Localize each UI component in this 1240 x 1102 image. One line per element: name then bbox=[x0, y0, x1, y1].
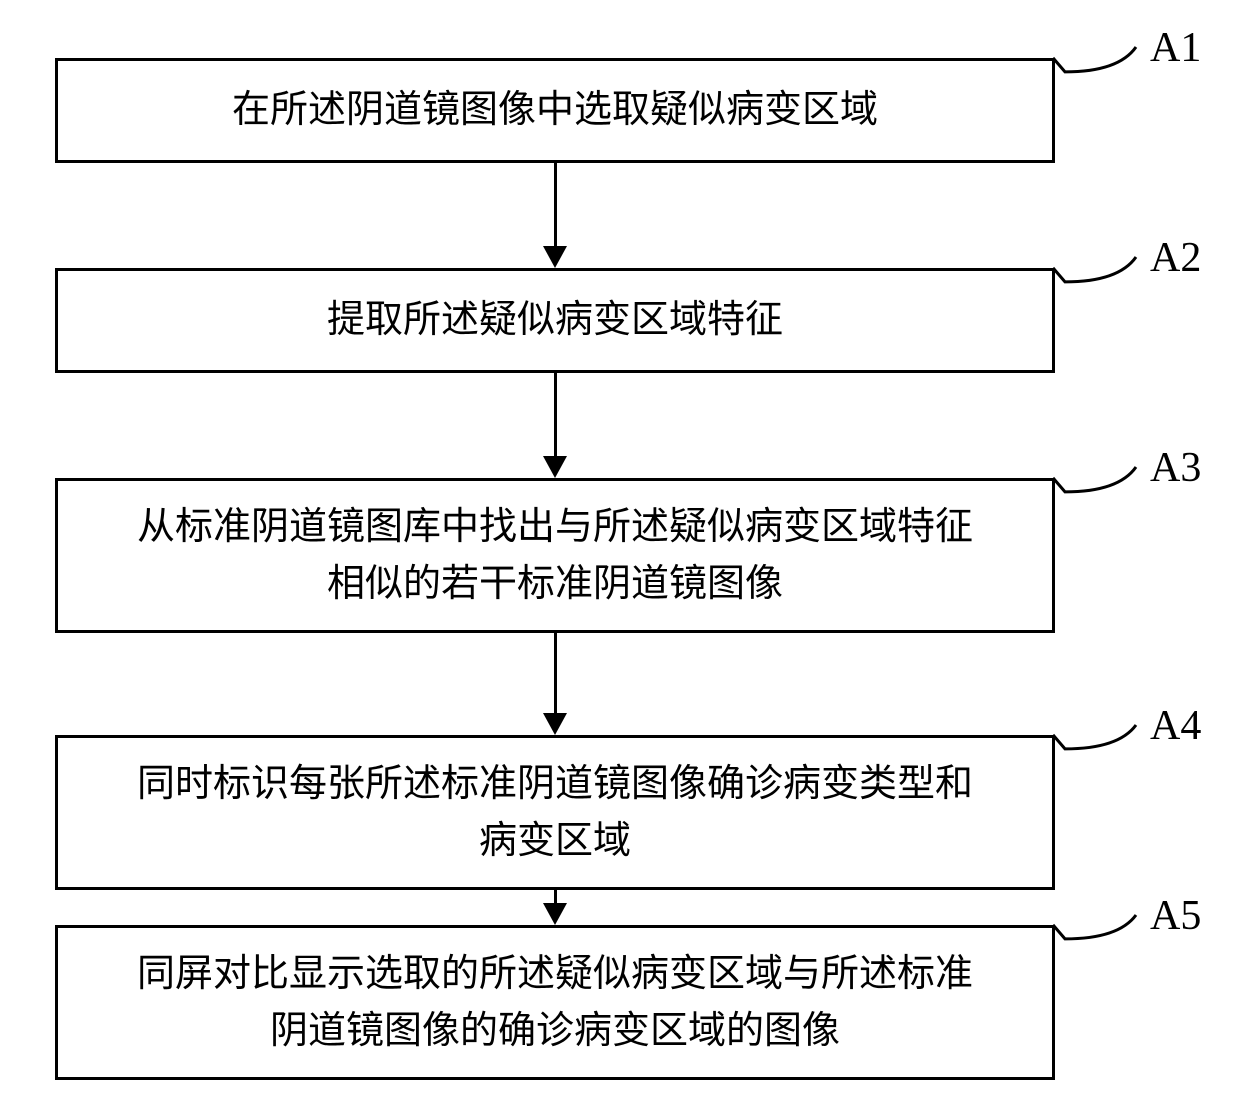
step-label: A1 bbox=[1150, 24, 1201, 72]
arrow-line bbox=[554, 890, 557, 903]
flow-step-box: 提取所述疑似病变区域特征 bbox=[55, 268, 1055, 373]
step-label: A2 bbox=[1150, 234, 1201, 282]
flow-step-text: 同屏对比显示选取的所述疑似病变区域与所述标准 阴道镜图像的确诊病变区域的图像 bbox=[137, 946, 973, 1060]
step-label: A4 bbox=[1150, 702, 1201, 750]
flow-step-box: 同屏对比显示选取的所述疑似病变区域与所述标准 阴道镜图像的确诊病变区域的图像 bbox=[55, 925, 1055, 1080]
arrow-head-icon bbox=[543, 903, 567, 925]
flow-step-text: 同时标识每张所述标准阴道镜图像确诊病变类型和 病变区域 bbox=[137, 756, 973, 870]
flow-step-box: 从标准阴道镜图库中找出与所述疑似病变区域特征 相似的若干标准阴道镜图像 bbox=[55, 478, 1055, 633]
flow-step-text: 在所述阴道镜图像中选取疑似病变区域 bbox=[232, 82, 878, 139]
callout-curve bbox=[1047, 41, 1142, 92]
arrow-line bbox=[554, 163, 557, 246]
arrow-head-icon bbox=[543, 246, 567, 268]
callout-curve bbox=[1047, 719, 1142, 769]
arrow-line bbox=[554, 373, 557, 456]
flow-step-text: 提取所述疑似病变区域特征 bbox=[327, 292, 783, 349]
flow-step-text: 从标准阴道镜图库中找出与所述疑似病变区域特征 相似的若干标准阴道镜图像 bbox=[137, 499, 973, 613]
callout-curve bbox=[1047, 909, 1142, 959]
arrow-head-icon bbox=[543, 713, 567, 735]
callout-curve bbox=[1047, 461, 1142, 512]
flow-step-box: 在所述阴道镜图像中选取疑似病变区域 bbox=[55, 58, 1055, 163]
arrow-head-icon bbox=[543, 456, 567, 478]
step-label: A3 bbox=[1150, 444, 1201, 492]
callout-curve bbox=[1047, 251, 1142, 302]
arrow-line bbox=[554, 633, 557, 713]
step-label: A5 bbox=[1150, 892, 1201, 940]
flow-step-box: 同时标识每张所述标准阴道镜图像确诊病变类型和 病变区域 bbox=[55, 735, 1055, 890]
